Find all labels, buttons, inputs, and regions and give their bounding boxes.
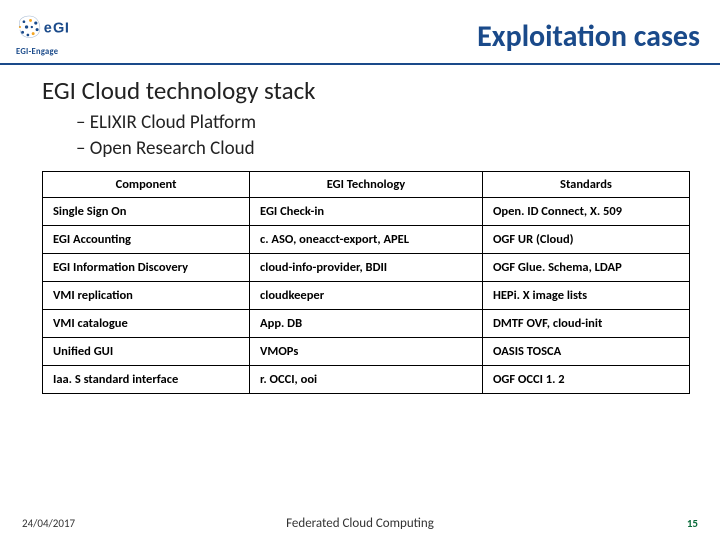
table-row: EGI Accounting c. ASO, oneacct-export, A… bbox=[43, 226, 690, 254]
cell-standards: HEPi. X image lists bbox=[482, 282, 689, 310]
slide-footer: 24/04/2017 Federated Cloud Computing 15 bbox=[0, 517, 720, 530]
svg-text:I: I bbox=[65, 20, 69, 36]
cell-standards: OGF UR (Cloud) bbox=[482, 226, 689, 254]
logo-subtext: EGI-Engage bbox=[16, 47, 58, 57]
table-row: VMI replication cloudkeeper HEPi. X imag… bbox=[43, 282, 690, 310]
slide-title: Exploitation cases bbox=[102, 12, 700, 55]
table-row: Iaa. S standard interface r. OCCI, ooi O… bbox=[43, 366, 690, 394]
cell-component: EGI Accounting bbox=[43, 226, 250, 254]
bullet-item: ELIXIR Cloud Platform bbox=[76, 110, 690, 136]
bullet-list: ELIXIR Cloud Platform Open Research Clou… bbox=[42, 110, 690, 161]
cell-standards: OGF Glue. Schema, LDAP bbox=[482, 254, 689, 282]
content-subtitle: EGI Cloud technology stack bbox=[42, 75, 690, 106]
slide-header: e G I EGI-Engage Exploitation cases bbox=[0, 0, 720, 65]
col-standards: Standards bbox=[482, 172, 689, 198]
cell-standards: OGF OCCI 1. 2 bbox=[482, 366, 689, 394]
svg-text:e: e bbox=[44, 20, 52, 36]
slide-content: EGI Cloud technology stack ELIXIR Cloud … bbox=[0, 65, 720, 394]
egi-logo: e G I EGI-Engage bbox=[16, 12, 82, 57]
cell-component: EGI Information Discovery bbox=[43, 254, 250, 282]
cell-component: Unified GUI bbox=[43, 338, 250, 366]
table-row: VMI catalogue App. DB DMTF OVF, cloud-in… bbox=[43, 310, 690, 338]
table-body: Single Sign On EGI Check-in Open. ID Con… bbox=[43, 198, 690, 394]
cell-component: VMI replication bbox=[43, 282, 250, 310]
cell-standards: DMTF OVF, cloud-init bbox=[482, 310, 689, 338]
egi-spiral-icon: e G I bbox=[16, 12, 82, 46]
col-technology: EGI Technology bbox=[250, 172, 483, 198]
cell-component: Single Sign On bbox=[43, 198, 250, 226]
bullet-item: Open Research Cloud bbox=[76, 136, 690, 162]
cell-technology: VMOPs bbox=[250, 338, 483, 366]
footer-date: 24/04/2017 bbox=[22, 517, 75, 530]
table-row: EGI Information Discovery cloud-info-pro… bbox=[43, 254, 690, 282]
table-row: Single Sign On EGI Check-in Open. ID Con… bbox=[43, 198, 690, 226]
cell-technology: EGI Check-in bbox=[250, 198, 483, 226]
footer-title: Federated Cloud Computing bbox=[286, 516, 434, 531]
cell-standards: Open. ID Connect, X. 509 bbox=[482, 198, 689, 226]
cell-technology: App. DB bbox=[250, 310, 483, 338]
cell-standards: OASIS TOSCA bbox=[482, 338, 689, 366]
technology-table: Component EGI Technology Standards Singl… bbox=[42, 171, 690, 394]
cell-component: Iaa. S standard interface bbox=[43, 366, 250, 394]
table-header-row: Component EGI Technology Standards bbox=[43, 172, 690, 198]
col-component: Component bbox=[43, 172, 250, 198]
table-row: Unified GUI VMOPs OASIS TOSCA bbox=[43, 338, 690, 366]
cell-technology: r. OCCI, ooi bbox=[250, 366, 483, 394]
cell-technology: cloudkeeper bbox=[250, 282, 483, 310]
cell-technology: c. ASO, oneacct-export, APEL bbox=[250, 226, 483, 254]
cell-technology: cloud-info-provider, BDII bbox=[250, 254, 483, 282]
svg-text:G: G bbox=[53, 20, 64, 36]
footer-page-number: 15 bbox=[687, 517, 698, 530]
cell-component: VMI catalogue bbox=[43, 310, 250, 338]
